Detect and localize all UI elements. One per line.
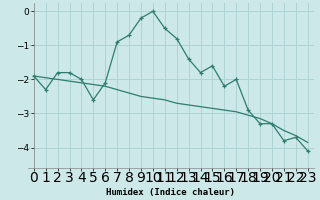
- X-axis label: Humidex (Indice chaleur): Humidex (Indice chaleur): [106, 188, 235, 197]
